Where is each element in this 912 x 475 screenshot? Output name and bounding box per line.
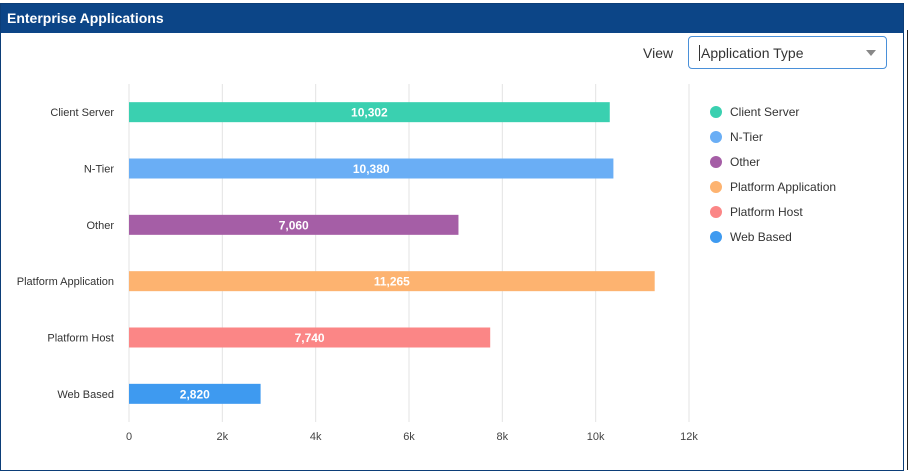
panel-title: Enterprise Applications bbox=[1, 4, 903, 33]
panel-edge bbox=[907, 30, 908, 470]
legend-item[interactable]: Web Based bbox=[710, 224, 836, 249]
legend-item[interactable]: Client Server bbox=[710, 99, 836, 124]
view-select[interactable]: Application Type bbox=[688, 36, 887, 69]
bar-value-label: 7,060 bbox=[279, 218, 309, 232]
legend-item[interactable]: Platform Host bbox=[710, 199, 836, 224]
x-tick-label: 6k bbox=[403, 431, 415, 443]
chart-legend: Client Server N-Tier Other Platform Applica… bbox=[710, 99, 836, 249]
legend-dot-icon bbox=[710, 230, 722, 243]
legend-item[interactable]: Other bbox=[710, 149, 836, 174]
bar[interactable] bbox=[129, 383, 261, 404]
bar[interactable] bbox=[129, 102, 610, 123]
view-select-value: Application Type bbox=[699, 45, 804, 61]
legend-item[interactable]: N-Tier bbox=[710, 124, 836, 149]
chevron-down-icon[interactable] bbox=[866, 50, 876, 56]
bar[interactable] bbox=[129, 158, 614, 179]
category-label: Client Server bbox=[50, 107, 114, 119]
category-label: Platform Application bbox=[17, 276, 114, 288]
category-label: Web Based bbox=[57, 389, 114, 401]
legend-label: Platform Host bbox=[730, 204, 803, 219]
bar-value-label: 7,740 bbox=[295, 331, 325, 345]
legend-dot-icon bbox=[710, 105, 722, 118]
legend-label: Platform Application bbox=[730, 179, 837, 194]
legend-item[interactable]: Platform Application bbox=[710, 174, 836, 199]
bar[interactable] bbox=[129, 271, 655, 292]
x-tick-label: 8k bbox=[497, 431, 509, 443]
x-tick-label: 0 bbox=[126, 431, 132, 443]
x-tick-label: 12k bbox=[680, 431, 698, 443]
category-label: Platform Host bbox=[47, 333, 114, 345]
legend-label: Client Server bbox=[730, 104, 800, 119]
bar-value-label: 10,302 bbox=[351, 106, 388, 120]
x-tick-label: 4k bbox=[310, 431, 322, 443]
legend-dot-icon bbox=[710, 180, 722, 193]
bar[interactable] bbox=[129, 327, 491, 348]
bar-value-label: 11,265 bbox=[374, 275, 410, 289]
legend-label: Other bbox=[730, 154, 761, 169]
x-tick-label: 10k bbox=[587, 431, 605, 443]
legend-label: N-Tier bbox=[730, 129, 763, 144]
bar[interactable] bbox=[129, 214, 459, 235]
legend-dot-icon bbox=[710, 130, 722, 143]
view-label: View bbox=[643, 45, 674, 61]
bar-value-label: 10,380 bbox=[353, 162, 390, 176]
x-tick-label: 2k bbox=[217, 431, 229, 443]
bar-value-label: 2,820 bbox=[180, 387, 210, 401]
category-label: N-Tier bbox=[84, 164, 114, 176]
legend-dot-icon bbox=[710, 205, 722, 218]
legend-dot-icon bbox=[710, 155, 722, 168]
legend-label: Web Based bbox=[730, 229, 792, 244]
category-label: Other bbox=[86, 220, 114, 232]
